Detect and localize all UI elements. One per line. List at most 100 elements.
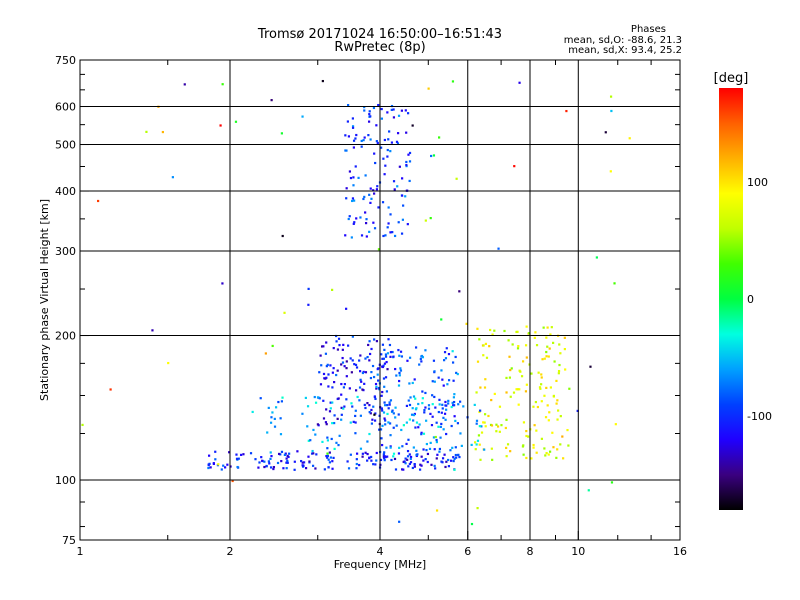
data-point bbox=[427, 407, 431, 410]
data-point bbox=[393, 457, 397, 461]
data-point bbox=[522, 444, 525, 447]
data-point bbox=[370, 459, 373, 462]
data-point bbox=[228, 451, 231, 454]
data-point bbox=[332, 347, 335, 350]
data-point bbox=[231, 479, 234, 483]
data-point bbox=[394, 416, 397, 419]
data-point bbox=[362, 139, 365, 142]
data-point bbox=[447, 458, 450, 462]
data-point bbox=[402, 468, 405, 471]
data-point bbox=[394, 468, 398, 471]
data-point bbox=[543, 357, 546, 360]
data-point bbox=[420, 360, 423, 363]
data-point bbox=[408, 453, 411, 456]
data-point bbox=[385, 390, 389, 393]
colorbar bbox=[719, 88, 743, 510]
data-point bbox=[353, 221, 356, 224]
data-point bbox=[364, 451, 367, 454]
data-point bbox=[408, 403, 412, 407]
data-point bbox=[413, 378, 416, 381]
data-point bbox=[389, 355, 392, 358]
data-point bbox=[395, 424, 398, 427]
data-point bbox=[379, 458, 383, 462]
data-point bbox=[555, 379, 558, 383]
data-point bbox=[234, 120, 238, 123]
data-point bbox=[330, 437, 333, 441]
data-point bbox=[212, 462, 215, 465]
data-point bbox=[556, 448, 559, 451]
data-point bbox=[270, 454, 273, 458]
data-point bbox=[628, 137, 631, 140]
data-point bbox=[329, 407, 332, 410]
data-point bbox=[440, 318, 443, 321]
data-point bbox=[451, 401, 454, 404]
data-point bbox=[383, 459, 386, 462]
data-point bbox=[324, 352, 328, 355]
x-tick-label: 2 bbox=[227, 545, 234, 558]
data-point bbox=[408, 179, 411, 183]
data-point bbox=[356, 395, 359, 399]
data-point bbox=[359, 414, 362, 417]
data-point bbox=[540, 373, 543, 376]
data-point bbox=[374, 463, 377, 466]
data-point bbox=[457, 453, 460, 456]
data-point bbox=[268, 462, 271, 465]
data-point bbox=[390, 458, 393, 462]
data-point bbox=[369, 138, 372, 141]
data-point bbox=[567, 444, 570, 447]
data-point bbox=[261, 459, 264, 462]
data-point bbox=[477, 434, 481, 437]
data-point bbox=[447, 402, 450, 405]
data-point bbox=[306, 425, 309, 428]
data-point bbox=[587, 489, 590, 492]
data-point bbox=[285, 461, 288, 464]
data-point bbox=[383, 456, 386, 460]
data-point bbox=[543, 394, 546, 397]
data-point bbox=[375, 340, 379, 343]
data-point bbox=[509, 368, 512, 372]
data-point bbox=[479, 409, 482, 412]
data-point bbox=[382, 364, 385, 367]
data-point bbox=[453, 457, 456, 460]
data-point bbox=[325, 341, 328, 344]
data-point bbox=[559, 352, 562, 355]
data-point bbox=[220, 468, 223, 471]
data-point bbox=[383, 173, 386, 176]
data-point bbox=[415, 421, 419, 424]
data-point bbox=[406, 455, 410, 458]
data-point bbox=[397, 348, 400, 352]
data-point bbox=[368, 411, 371, 414]
cluster-f1-o-trace bbox=[316, 334, 392, 427]
data-point bbox=[453, 393, 456, 396]
data-point bbox=[373, 192, 376, 195]
data-point bbox=[610, 481, 614, 484]
data-point bbox=[549, 386, 552, 389]
data-point bbox=[390, 410, 394, 413]
data-point bbox=[364, 222, 368, 225]
data-point bbox=[400, 232, 404, 235]
data-point bbox=[435, 457, 438, 460]
data-point bbox=[398, 374, 401, 377]
data-point bbox=[555, 456, 558, 459]
data-point bbox=[376, 373, 379, 376]
data-point bbox=[331, 401, 334, 404]
data-point bbox=[326, 452, 329, 455]
data-point bbox=[400, 355, 404, 358]
data-point bbox=[449, 459, 453, 462]
data-point bbox=[604, 131, 607, 134]
data-point bbox=[482, 344, 485, 347]
data-point bbox=[417, 426, 420, 429]
data-point bbox=[426, 460, 429, 464]
data-point bbox=[383, 401, 386, 404]
y-tick-label: 500 bbox=[55, 139, 76, 152]
data-point bbox=[408, 382, 411, 385]
data-point bbox=[474, 448, 477, 451]
data-point bbox=[352, 420, 355, 423]
data-point bbox=[342, 407, 345, 410]
data-point bbox=[535, 429, 538, 432]
data-point bbox=[340, 363, 343, 366]
data-point bbox=[509, 395, 512, 398]
data-point bbox=[484, 378, 487, 381]
data-point bbox=[361, 455, 364, 458]
data-point bbox=[417, 402, 420, 406]
